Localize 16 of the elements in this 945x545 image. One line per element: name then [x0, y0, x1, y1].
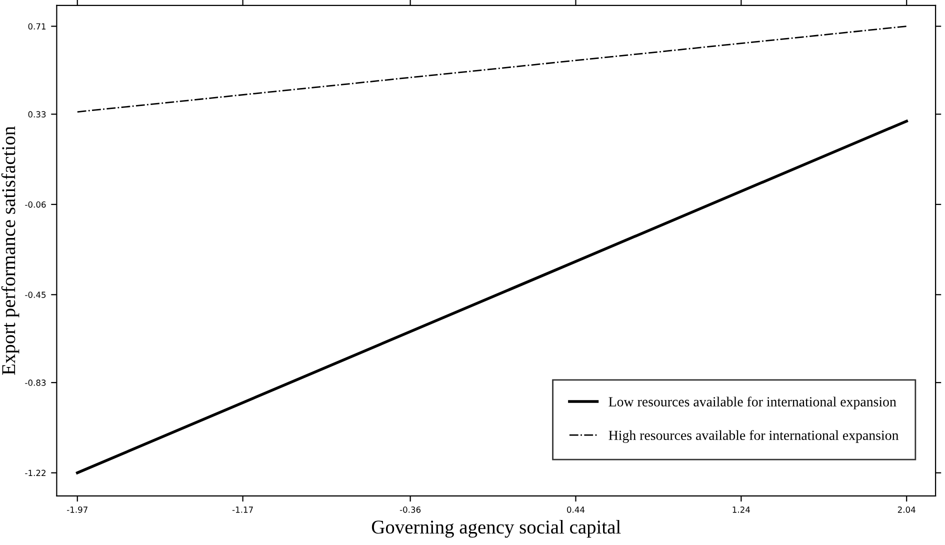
legend-label: High resources available for international expansion: [608, 430, 899, 443]
y-tick-label: -0.06: [25, 201, 46, 208]
x-axis-title: Governing agency social capital: [372, 520, 621, 538]
x-tick-label: 1.24: [732, 506, 750, 513]
x-tick-label: -1.17: [232, 506, 253, 513]
y-tick-label: -1.22: [25, 470, 46, 476]
y-axis-title: Export performance satisfaction: [1, 126, 20, 375]
y-tick-label: 0.33: [28, 111, 46, 118]
y-tick-label: 0.71: [28, 23, 46, 30]
legend-label: Low resources available for international expansion: [608, 396, 896, 410]
x-tick-label: -1.97: [67, 506, 88, 513]
x-tick-label: -0.36: [400, 506, 421, 513]
x-tick-label: 2.04: [898, 506, 916, 513]
y-tick-label: -0.45: [25, 292, 46, 298]
y-tick-label: -0.83: [25, 380, 46, 386]
x-tick-label: 0.44: [567, 506, 585, 513]
